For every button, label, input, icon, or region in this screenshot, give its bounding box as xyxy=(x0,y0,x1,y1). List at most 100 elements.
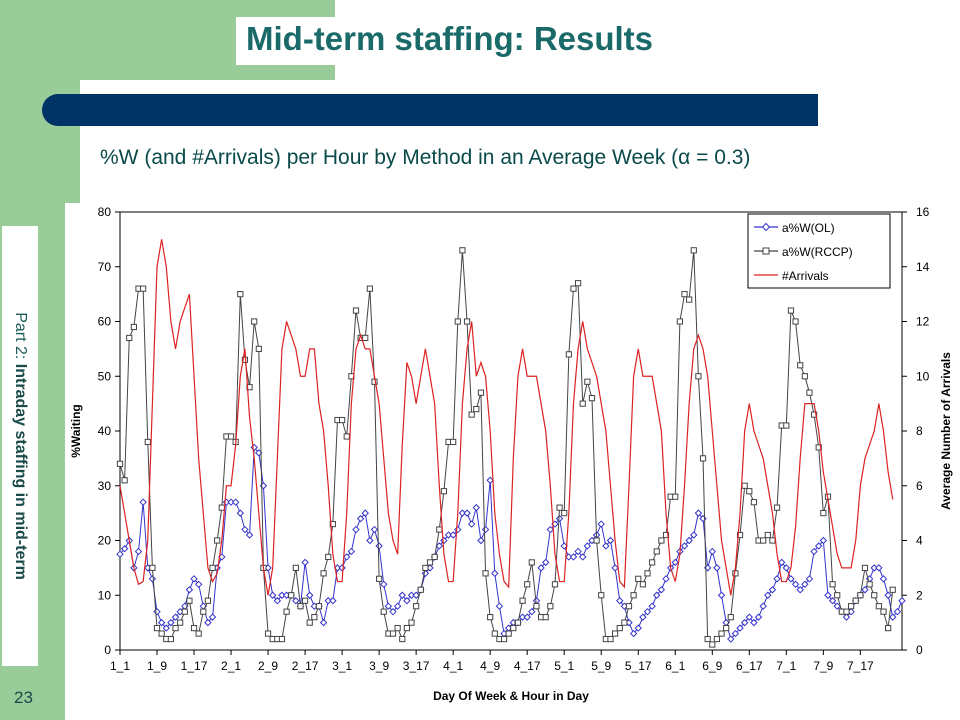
y-tick-label: 70 xyxy=(98,260,112,274)
series-1-point xyxy=(278,635,286,643)
series-0-point xyxy=(754,613,763,621)
series-1-point xyxy=(769,537,776,544)
y-tick-label: 0 xyxy=(104,643,111,657)
series-1-point xyxy=(426,559,434,566)
series-1-point xyxy=(630,592,637,599)
series-1-point xyxy=(436,526,443,533)
series-1-point xyxy=(264,630,272,637)
series-1-point xyxy=(153,625,161,632)
series-0-point xyxy=(875,564,883,572)
series-1-point xyxy=(861,564,869,571)
series-0-point xyxy=(356,514,365,523)
series-0-point xyxy=(472,503,481,512)
series-1-point xyxy=(797,362,804,369)
series-1-point xyxy=(140,285,147,292)
series-1-point xyxy=(649,559,656,566)
series-0-point xyxy=(713,564,721,572)
series-1-point xyxy=(343,433,350,440)
series-0-point xyxy=(555,514,564,523)
series-0-point xyxy=(653,591,661,599)
series-1-point xyxy=(524,581,531,588)
series-1-point xyxy=(736,531,744,539)
series-0-point xyxy=(810,547,818,556)
series-1-point xyxy=(612,630,619,637)
series-1-point xyxy=(510,625,517,632)
series-0-point xyxy=(435,542,443,550)
series-0-point xyxy=(338,564,346,572)
series-1-point xyxy=(625,603,633,610)
y-axis-title: %Waiting xyxy=(69,404,83,458)
series-0-point xyxy=(375,542,383,550)
series-0-point xyxy=(139,498,147,506)
series-1-point xyxy=(787,307,795,314)
series-1-point xyxy=(172,625,179,632)
series-0-point xyxy=(231,498,240,506)
title-banner xyxy=(42,94,818,126)
x-tick-label: 3_9 xyxy=(369,659,389,673)
series-1-point xyxy=(681,291,688,298)
series-0-point xyxy=(690,531,698,539)
series-1-point xyxy=(519,597,526,604)
series-0-point xyxy=(361,509,369,517)
series-0-point xyxy=(292,597,300,605)
series-0-point xyxy=(815,542,823,550)
series-0-point xyxy=(171,613,180,621)
series-1-point xyxy=(195,630,202,637)
series-1-point xyxy=(584,378,591,385)
series-1-point xyxy=(829,581,836,588)
x-tick-label: 3_17 xyxy=(403,659,430,673)
series-1-point xyxy=(422,564,429,571)
series-1-point xyxy=(394,625,401,632)
y-tick-label: 50 xyxy=(98,369,112,383)
series-1-point xyxy=(237,291,244,298)
series-1-point xyxy=(214,537,221,544)
series-1-point xyxy=(579,400,586,407)
series-1-point xyxy=(653,548,660,555)
series-0-point xyxy=(764,591,772,599)
y2-tick-label: 4 xyxy=(916,534,923,548)
series-1-point xyxy=(306,619,313,626)
series-1-point xyxy=(746,488,753,495)
series-0-point xyxy=(745,613,754,621)
series-1-point xyxy=(126,334,133,342)
y2-tick-label: 12 xyxy=(916,315,930,329)
series-1-point xyxy=(709,641,716,648)
series-1-point xyxy=(639,581,646,588)
series-0-point xyxy=(759,602,767,610)
series-1-point xyxy=(885,625,892,632)
series-1-point xyxy=(380,608,387,615)
series-1-point xyxy=(500,635,508,643)
series-0-point xyxy=(768,586,777,594)
series-1-point xyxy=(783,422,790,429)
y2-axis-title: Average Number of Arrivals xyxy=(939,352,953,510)
series-1-point xyxy=(450,438,457,446)
series-1-point xyxy=(857,592,864,599)
series-0-point xyxy=(343,553,351,561)
series-1-point xyxy=(686,296,693,303)
series-0-point xyxy=(185,586,194,594)
series-1-point xyxy=(866,581,873,588)
series-0-point xyxy=(477,536,485,545)
series-1-point xyxy=(848,603,855,610)
series-1-point xyxy=(204,597,212,604)
y-tick-label: 10 xyxy=(98,588,112,602)
series-0-point xyxy=(319,618,328,627)
series-1-point xyxy=(288,592,295,599)
x-tick-label: 4_1 xyxy=(443,659,463,673)
series-1-point xyxy=(801,373,808,380)
series-1-point xyxy=(431,553,438,561)
series-1-point xyxy=(352,307,360,314)
series-1-point xyxy=(607,635,614,643)
x-tick-label: 6_9 xyxy=(702,659,722,673)
series-0-point xyxy=(717,591,726,599)
series-0-point xyxy=(546,525,555,534)
series-0-point xyxy=(777,558,786,567)
series-1-point xyxy=(528,559,535,566)
series-0-point xyxy=(301,558,309,567)
x-tick-label: 1_9 xyxy=(147,659,167,673)
series-1-point xyxy=(741,482,748,489)
x-tick-label: 4_9 xyxy=(480,659,500,673)
series-0-point xyxy=(366,536,374,545)
series-1-point xyxy=(320,570,327,577)
series-1-point xyxy=(764,531,771,539)
